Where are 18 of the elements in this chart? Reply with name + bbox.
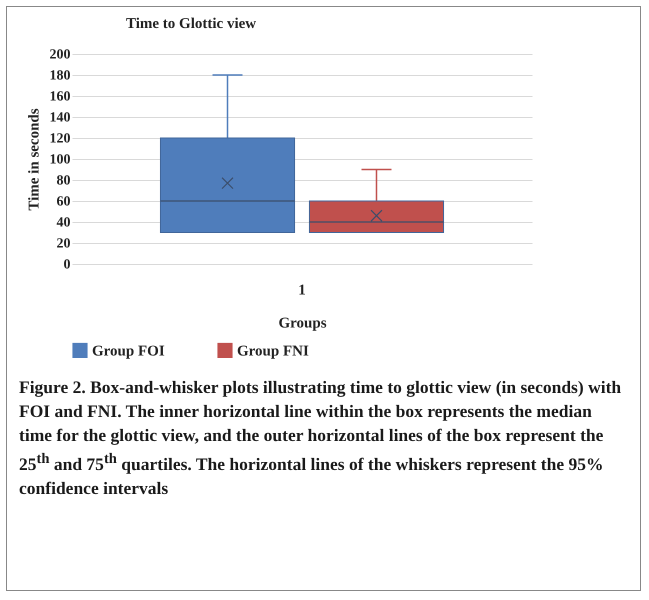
text: Figure 2. Box-and-whisker plots illustrating time to glottic view (in seconds) with FOI and FNI. The inner horizontal line within the box represents the median time for the glottic view, and the outer horizontal lines of the box represent the 25$^{th}$ and 75$^{th}$ quartiles. The horizontal lines of the whiskers represent the 95% confidence intervals: [19, 377, 622, 498]
legend-label: Group FOI: [92, 343, 165, 360]
y-tick-label: 20: [56, 236, 70, 252]
y-tick-label: 180: [50, 68, 70, 84]
y-tick-label: 140: [50, 110, 70, 126]
x-tick-label: 1: [298, 282, 306, 298]
y-tick-label: 40: [56, 216, 70, 230]
y-tick-label: 160: [50, 90, 70, 104]
legend-label: Group FNI: [237, 343, 309, 360]
y-tick-label: 200: [50, 48, 70, 62]
y-tick-label: 60: [56, 194, 70, 210]
y-tick-label: 0: [64, 258, 70, 272]
y-tick-label: 120: [50, 132, 70, 146]
y-axis-title: Time in seconds: [26, 108, 42, 211]
chart-title: Time to Glottic view: [126, 16, 256, 32]
y-tick-label: 80: [56, 174, 70, 188]
x-axis-title: Groups: [278, 316, 327, 332]
y-tick-label: 100: [50, 152, 70, 168]
